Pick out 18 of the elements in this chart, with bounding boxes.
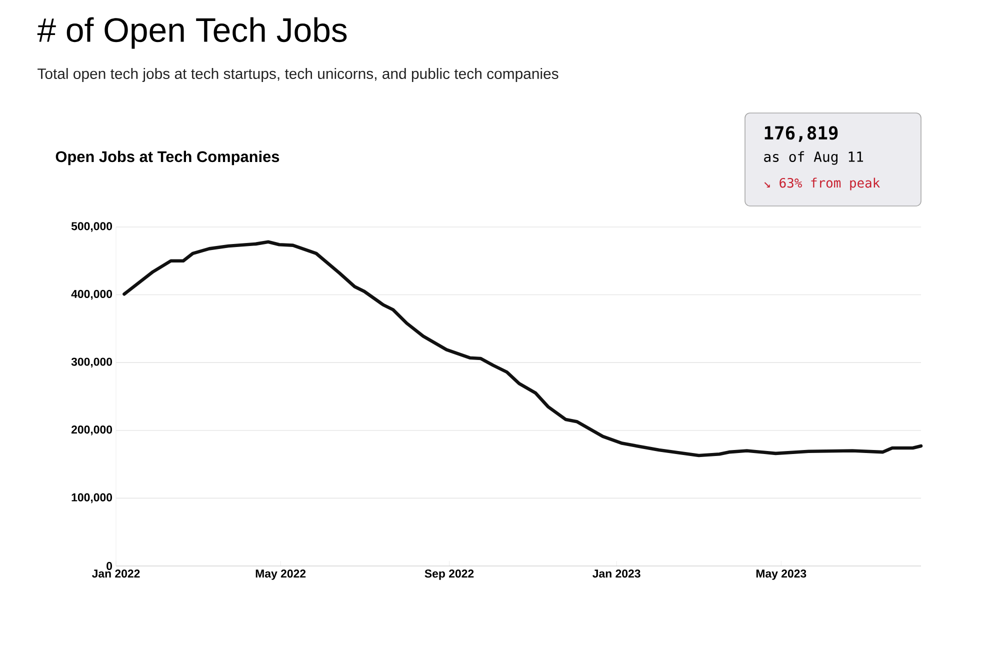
y-tick-label: 300,000 — [71, 358, 112, 368]
y-tick-label: 200,000 — [71, 426, 112, 436]
y-tick-label: 100,000 — [72, 493, 112, 504]
x-tick-label: Sep 2022 — [424, 570, 474, 580]
text: Open Jobs at Tech Companies — [56, 150, 280, 166]
y-tick-label: 500,000 — [71, 222, 112, 232]
text: ↘ 63% from peak — [764, 178, 880, 190]
text: as of Aug 11 — [764, 151, 864, 165]
chart-title: # of Open Tech Jobs — [37, 17, 347, 49]
line-series — [122, 240, 923, 458]
chart-subtitle: Total open tech jobs at tech startups, tech unicorns, and public tech companies — [38, 68, 558, 82]
y-tick-label: 0 — [106, 562, 112, 570]
y-tick-label: 400,000 — [71, 290, 112, 300]
x-tick-label: Jan 2023 — [592, 570, 640, 578]
x-tick-label: May 2023 — [756, 570, 806, 580]
text: 176,819 — [764, 126, 838, 142]
x-tick-label: Jan 2022 — [92, 570, 140, 578]
x-tick-label: May 2022 — [256, 570, 306, 580]
